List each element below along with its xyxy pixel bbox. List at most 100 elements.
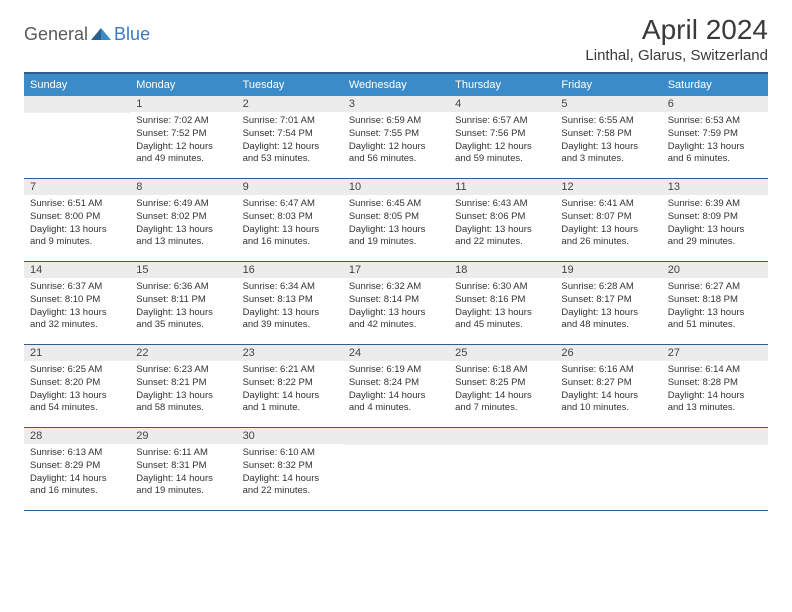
daylight-text: Daylight: 14 hours and 22 minutes. <box>243 473 337 499</box>
daylight-text: Daylight: 13 hours and 26 minutes. <box>561 224 655 250</box>
day-cell: 12 Sunrise: 6:41 AMSunset: 8:07 PMDayligh… <box>555 179 661 261</box>
day-data: Sunrise: 6:49 AMSunset: 8:02 PMDaylight:… <box>130 195 236 255</box>
calendar-page: General Blue April 2024 Linthal, Glarus,… <box>0 0 792 511</box>
daylight-text: Daylight: 13 hours and 48 minutes. <box>561 307 655 333</box>
daylight-text: Daylight: 13 hours and 6 minutes. <box>668 141 762 167</box>
day-number: 24 <box>343 345 449 361</box>
day-number: 23 <box>237 345 343 361</box>
sunset-text: Sunset: 8:25 PM <box>455 377 549 390</box>
daylight-text: Daylight: 13 hours and 3 minutes. <box>561 141 655 167</box>
daylight-text: Daylight: 14 hours and 7 minutes. <box>455 390 549 416</box>
day-data: Sunrise: 6:45 AMSunset: 8:05 PMDaylight:… <box>343 195 449 255</box>
sunrise-text: Sunrise: 6:28 AM <box>561 281 655 294</box>
day-number: 14 <box>24 262 130 278</box>
daylight-text: Daylight: 13 hours and 58 minutes. <box>136 390 230 416</box>
day-number: 29 <box>130 428 236 444</box>
daylight-text: Daylight: 14 hours and 19 minutes. <box>136 473 230 499</box>
day-number: 15 <box>130 262 236 278</box>
day-number: 28 <box>24 428 130 444</box>
day-cell: 23Sunrise: 6:21 AMSunset: 8:22 PMDayligh… <box>237 345 343 427</box>
day-number <box>24 96 130 113</box>
dow-wednesday: Wednesday <box>343 74 449 96</box>
dow-monday: Monday <box>130 74 236 96</box>
day-cell: 17Sunrise: 6:32 AMSunset: 8:14 PMDayligh… <box>343 262 449 344</box>
month-title: April 2024 <box>585 14 768 46</box>
daylight-text: Daylight: 14 hours and 4 minutes. <box>349 390 443 416</box>
logo-text-general: General <box>24 24 88 45</box>
day-data: Sunrise: 7:02 AMSunset: 7:52 PMDaylight:… <box>130 112 236 172</box>
sunrise-text: Sunrise: 6:41 AM <box>561 198 655 211</box>
day-number: 10 <box>343 179 449 195</box>
day-data: Sunrise: 6:27 AMSunset: 8:18 PMDaylight:… <box>662 278 768 338</box>
sunset-text: Sunset: 8:22 PM <box>243 377 337 390</box>
day-cell: 19Sunrise: 6:28 AMSunset: 8:17 PMDayligh… <box>555 262 661 344</box>
sunset-text: Sunset: 8:13 PM <box>243 294 337 307</box>
day-data: Sunrise: 6:39 AMSunset: 8:09 PMDaylight:… <box>662 195 768 255</box>
sunset-text: Sunset: 8:07 PM <box>561 211 655 224</box>
sunset-text: Sunset: 8:14 PM <box>349 294 443 307</box>
daylight-text: Daylight: 14 hours and 10 minutes. <box>561 390 655 416</box>
day-number: 6 <box>662 96 768 112</box>
week-row: 21Sunrise: 6:25 AMSunset: 8:20 PMDayligh… <box>24 345 768 428</box>
day-number <box>555 428 661 445</box>
day-data: Sunrise: 7:01 AMSunset: 7:54 PMDaylight:… <box>237 112 343 172</box>
daylight-text: Daylight: 13 hours and 39 minutes. <box>243 307 337 333</box>
sunset-text: Sunset: 8:16 PM <box>455 294 549 307</box>
logo-mark-icon <box>90 26 112 44</box>
day-cell: 1Sunrise: 7:02 AMSunset: 7:52 PMDaylight… <box>130 96 236 178</box>
day-data: Sunrise: 6:53 AMSunset: 7:59 PMDaylight:… <box>662 112 768 172</box>
day-number: 12 <box>555 179 661 195</box>
dow-friday: Friday <box>555 74 661 96</box>
day-cell: 11Sunrise: 6:43 AMSunset: 8:06 PMDayligh… <box>449 179 555 261</box>
day-data: Sunrise: 6:57 AMSunset: 7:56 PMDaylight:… <box>449 112 555 172</box>
sunset-text: Sunset: 7:52 PM <box>136 128 230 141</box>
day-number: 27 <box>662 345 768 361</box>
day-cell: 4Sunrise: 6:57 AMSunset: 7:56 PMDaylight… <box>449 96 555 178</box>
day-number: 21 <box>24 345 130 361</box>
day-number: 26 <box>555 345 661 361</box>
sunrise-text: Sunrise: 7:01 AM <box>243 115 337 128</box>
sunset-text: Sunset: 8:29 PM <box>30 460 124 473</box>
sunrise-text: Sunrise: 6:49 AM <box>136 198 230 211</box>
day-number: 4 <box>449 96 555 112</box>
day-number: 20 <box>662 262 768 278</box>
sunrise-text: Sunrise: 6:34 AM <box>243 281 337 294</box>
sunset-text: Sunset: 7:54 PM <box>243 128 337 141</box>
dow-thursday: Thursday <box>449 74 555 96</box>
day-data: Sunrise: 6:37 AMSunset: 8:10 PMDaylight:… <box>24 278 130 338</box>
day-number: 3 <box>343 96 449 112</box>
sunrise-text: Sunrise: 6:11 AM <box>136 447 230 460</box>
day-data: Sunrise: 6:10 AMSunset: 8:32 PMDaylight:… <box>237 444 343 504</box>
sunrise-text: Sunrise: 6:16 AM <box>561 364 655 377</box>
day-cell <box>555 428 661 510</box>
sunset-text: Sunset: 8:11 PM <box>136 294 230 307</box>
sunset-text: Sunset: 8:28 PM <box>668 377 762 390</box>
day-number: 2 <box>237 96 343 112</box>
day-number: 19 <box>555 262 661 278</box>
day-data: Sunrise: 6:47 AMSunset: 8:03 PMDaylight:… <box>237 195 343 255</box>
sunset-text: Sunset: 7:55 PM <box>349 128 443 141</box>
sunrise-text: Sunrise: 6:36 AM <box>136 281 230 294</box>
sunrise-text: Sunrise: 6:10 AM <box>243 447 337 460</box>
week-row: 1Sunrise: 7:02 AMSunset: 7:52 PMDaylight… <box>24 96 768 179</box>
day-cell: 24Sunrise: 6:19 AMSunset: 8:24 PMDayligh… <box>343 345 449 427</box>
day-number: 25 <box>449 345 555 361</box>
day-cell <box>662 428 768 510</box>
sunset-text: Sunset: 7:59 PM <box>668 128 762 141</box>
day-data: Sunrise: 6:34 AMSunset: 8:13 PMDaylight:… <box>237 278 343 338</box>
day-number <box>343 428 449 445</box>
sunrise-text: Sunrise: 7:02 AM <box>136 115 230 128</box>
day-cell: 25Sunrise: 6:18 AMSunset: 8:25 PMDayligh… <box>449 345 555 427</box>
daylight-text: Daylight: 13 hours and 32 minutes. <box>30 307 124 333</box>
day-cell: 28Sunrise: 6:13 AMSunset: 8:29 PMDayligh… <box>24 428 130 510</box>
daylight-text: Daylight: 13 hours and 42 minutes. <box>349 307 443 333</box>
day-cell: 21Sunrise: 6:25 AMSunset: 8:20 PMDayligh… <box>24 345 130 427</box>
sunrise-text: Sunrise: 6:47 AM <box>243 198 337 211</box>
day-cell: 29Sunrise: 6:11 AMSunset: 8:31 PMDayligh… <box>130 428 236 510</box>
daylight-text: Daylight: 14 hours and 16 minutes. <box>30 473 124 499</box>
day-cell: 30Sunrise: 6:10 AMSunset: 8:32 PMDayligh… <box>237 428 343 510</box>
day-number: 22 <box>130 345 236 361</box>
day-cell: 18Sunrise: 6:30 AMSunset: 8:16 PMDayligh… <box>449 262 555 344</box>
day-number: 18 <box>449 262 555 278</box>
day-cell: 5Sunrise: 6:55 AMSunset: 7:58 PMDaylight… <box>555 96 661 178</box>
